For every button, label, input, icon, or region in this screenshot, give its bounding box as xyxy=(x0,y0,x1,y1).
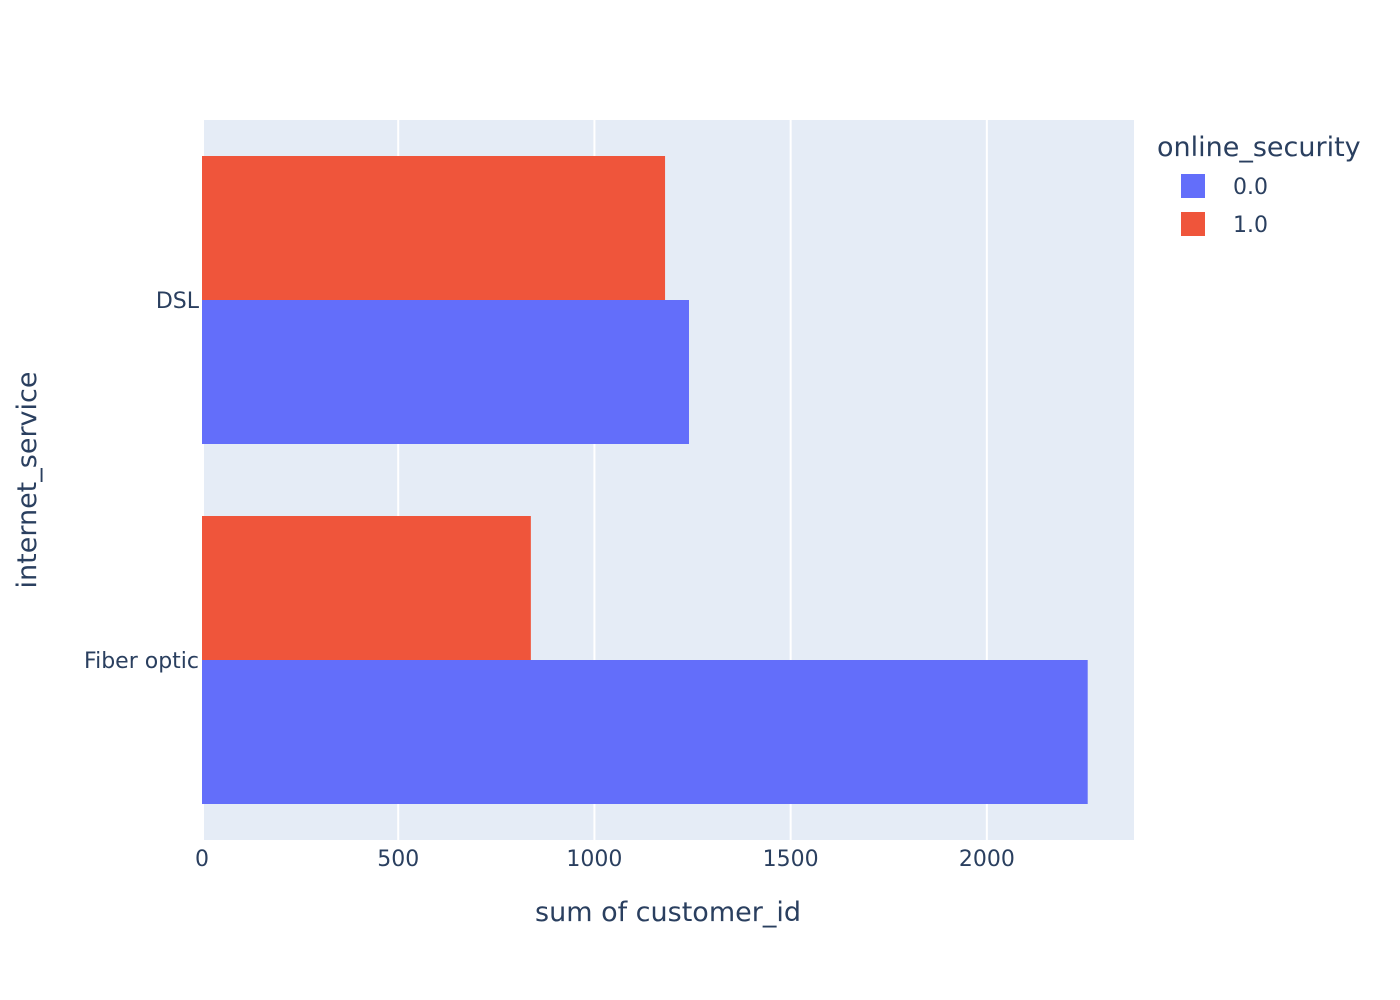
y-tick-label: DSL xyxy=(156,289,200,314)
legend-title: online_security xyxy=(1157,132,1361,163)
bar-dsl-0.0 xyxy=(202,300,689,444)
x-tick-label: 500 xyxy=(377,847,419,872)
legend-label[interactable]: 1.0 xyxy=(1233,213,1268,238)
legend: online_security 0.0 1.0 xyxy=(1157,132,1361,238)
y-axis-title: internet_service xyxy=(12,372,43,589)
x-tick-label: 0 xyxy=(195,847,209,872)
bar-fiber-optic-1.0 xyxy=(202,516,531,660)
x-tick-label: 2000 xyxy=(959,847,1015,872)
y-tick-labels: DSL Fiber optic xyxy=(84,289,200,674)
x-axis-title: sum of customer_id xyxy=(535,897,801,928)
x-tick-labels: 0 500 1000 1500 2000 xyxy=(195,847,1015,872)
bar-fiber-optic-0.0 xyxy=(202,660,1088,804)
y-tick-label: Fiber optic xyxy=(84,649,199,674)
x-tick-label: 1000 xyxy=(566,847,622,872)
bars xyxy=(202,156,1088,804)
legend-label[interactable]: 0.0 xyxy=(1233,175,1268,200)
legend-swatch-0.0[interactable] xyxy=(1181,174,1205,198)
legend-swatch-1.0[interactable] xyxy=(1181,212,1205,236)
x-tick-label: 1500 xyxy=(763,847,819,872)
bar-dsl-1.0 xyxy=(202,156,666,300)
